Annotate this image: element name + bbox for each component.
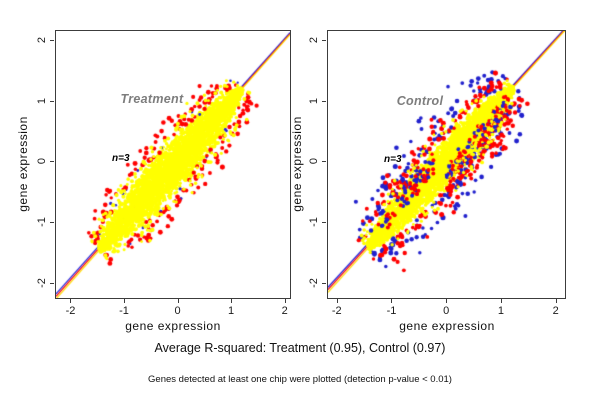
- x-tick-label: 2: [552, 305, 559, 317]
- x-tick-mark: [284, 299, 286, 303]
- x-tick-label: 0: [174, 305, 181, 317]
- detection-note-caption: Genes detected at least one chip were pl…: [148, 374, 452, 385]
- x-tick-mark: [500, 299, 502, 303]
- y-tick-mark: [322, 222, 326, 224]
- y-tick-label: 2: [308, 37, 320, 44]
- y-tick-mark: [322, 100, 326, 102]
- treatment-sample-size-annotation: n=3: [112, 153, 130, 164]
- y-tick-mark: [50, 161, 54, 163]
- y-tick-mark: [322, 161, 326, 163]
- control-scatter-canvas: [328, 31, 565, 298]
- treatment-y-axis-label: gene expression: [16, 116, 30, 212]
- control-x-axis-label: gene expression: [399, 319, 495, 333]
- x-tick-mark: [70, 299, 72, 303]
- x-tick-label: 2: [281, 305, 288, 317]
- x-tick-label: 0: [443, 305, 450, 317]
- y-tick-label: 0: [36, 158, 48, 165]
- x-tick-mark: [391, 299, 393, 303]
- treatment-panel-title: Treatment: [120, 92, 184, 106]
- y-tick-mark: [322, 282, 326, 284]
- x-tick-mark: [446, 299, 448, 303]
- y-tick-mark: [50, 282, 54, 284]
- y-tick-label: 1: [308, 97, 320, 104]
- x-tick-mark: [336, 299, 338, 303]
- x-tick-label: 1: [497, 305, 505, 317]
- treatment-plot-panel: Treatment n=3: [55, 30, 291, 299]
- x-tick-mark: [124, 299, 125, 303]
- y-tick-mark: [50, 222, 54, 224]
- y-tick-mark: [50, 100, 54, 102]
- y-tick-mark: [50, 40, 54, 42]
- r-squared-caption: Average R-squared: Treatment (0.95), Con…: [154, 341, 446, 355]
- x-tick-mark: [555, 299, 557, 303]
- y-tick-label: -2: [308, 277, 320, 288]
- y-tick-label: -2: [36, 277, 48, 288]
- y-tick-label: 1: [36, 97, 48, 104]
- x-tick-label: 1: [228, 305, 235, 317]
- y-tick-label: -1: [308, 217, 320, 228]
- control-sample-size-annotation: n=3: [384, 154, 402, 165]
- treatment-scatter-canvas: [56, 31, 290, 298]
- x-tick-label: -2: [65, 305, 76, 317]
- y-tick-mark: [322, 40, 326, 42]
- x-tick-label: -1: [119, 305, 129, 317]
- y-tick-label: 0: [308, 158, 320, 165]
- x-tick-label: -2: [331, 305, 342, 317]
- control-panel-title: Control: [396, 94, 444, 108]
- y-tick-label: -1: [36, 217, 48, 228]
- control-y-axis-label: gene expression: [290, 116, 304, 212]
- x-tick-label: -1: [386, 305, 397, 317]
- treatment-x-axis-label: gene expression: [125, 319, 221, 333]
- x-tick-mark: [177, 299, 179, 303]
- x-tick-mark: [231, 299, 233, 303]
- control-plot-panel: Control n=3: [327, 30, 566, 299]
- y-tick-label: 2: [36, 37, 48, 44]
